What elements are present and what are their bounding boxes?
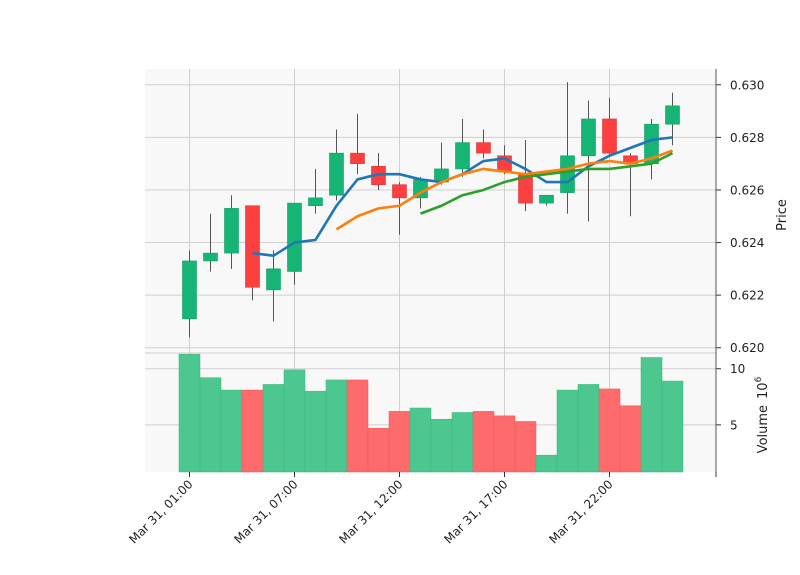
volume-bar [283,369,306,473]
candle-down [602,97,617,156]
candle-body [224,208,239,254]
moving-average-line-2 [335,149,673,231]
volume-bar [430,418,453,473]
volume-bar [493,415,516,473]
candle-down [476,129,491,159]
candle-up [182,250,197,338]
candle-body [182,260,197,320]
price-tick-label: 0.630 [730,78,764,92]
volume-bar [514,421,537,473]
price-tick-label: 0.626 [730,183,764,197]
candle-down [350,113,365,175]
candle-body [329,152,344,196]
candle-up [287,202,302,285]
volume-bar [640,357,663,473]
candle-body [455,142,470,170]
candle-body [560,155,575,193]
candle-body [266,268,281,291]
volume-axis-ticks: 5 10 [716,362,745,432]
volume-bar [388,411,411,473]
volume-bar [325,379,348,473]
candle-body [476,142,491,154]
candle-body [665,105,680,125]
volume-bar [535,454,558,473]
candle-body [581,118,596,157]
volume-tick-label: 5 [730,418,738,432]
candle-up [644,118,659,180]
volume-bar [241,389,264,473]
candle-up [539,194,554,206]
candle-up [203,213,218,272]
volume-bar [178,353,201,473]
price-candles [182,82,680,338]
candle-body [203,252,218,262]
candle-body [287,202,302,272]
price-tick-label: 0.622 [730,289,764,303]
candle-up [581,100,596,222]
volume-bar [199,377,222,473]
moving-average-lines [252,136,674,258]
volume-axis-label-text: Volume [756,405,771,453]
volume-bar [577,384,600,473]
candle-down [245,205,260,301]
candle-down [392,182,407,235]
volume-bar [346,379,369,473]
volume-bar [220,389,243,473]
price-tick-label: 0.628 [730,131,764,145]
candle-up [224,195,239,269]
price-tick-label: 0.620 [730,341,764,355]
candle-up [560,82,575,214]
volume-bar [367,427,390,473]
price-tick-label: 0.624 [730,236,764,250]
volume-bar [598,388,621,473]
volume-bar [451,412,474,473]
volume-bar [409,407,432,473]
volume-bar [262,384,285,473]
volume-bar [661,380,684,473]
volume-bar [472,411,495,473]
moving-average-line-3 [420,151,674,215]
candle-up [455,118,470,177]
price-axis-ticks: 0.620 0.622 0.624 0.626 0.628 0.630 [716,78,764,355]
price-panel: 0.620 0.622 0.624 0.626 0.628 0.630 Price [145,69,790,355]
volume-tick-label: 10 [730,362,745,376]
price-axis-label: Price [775,199,790,231]
volume-bar [619,405,642,473]
volume-bar [304,390,327,473]
candle-up [308,168,323,214]
candle-body [539,194,554,204]
candle-up [329,129,344,201]
candle-body [350,152,365,164]
candle-body [245,205,260,288]
volume-axis-label: Volume 106 [754,376,771,453]
candle-up [665,92,680,146]
candle-body [392,184,407,199]
volume-bar [556,389,579,473]
volume-panel: 510 Volume106 [145,352,771,473]
volume-axis-exponent-base: 10 [756,382,771,399]
candle-body [602,118,617,154]
candle-up [266,250,281,322]
volume-axis-exponent: 6 [754,376,764,382]
candle-body [308,197,323,207]
